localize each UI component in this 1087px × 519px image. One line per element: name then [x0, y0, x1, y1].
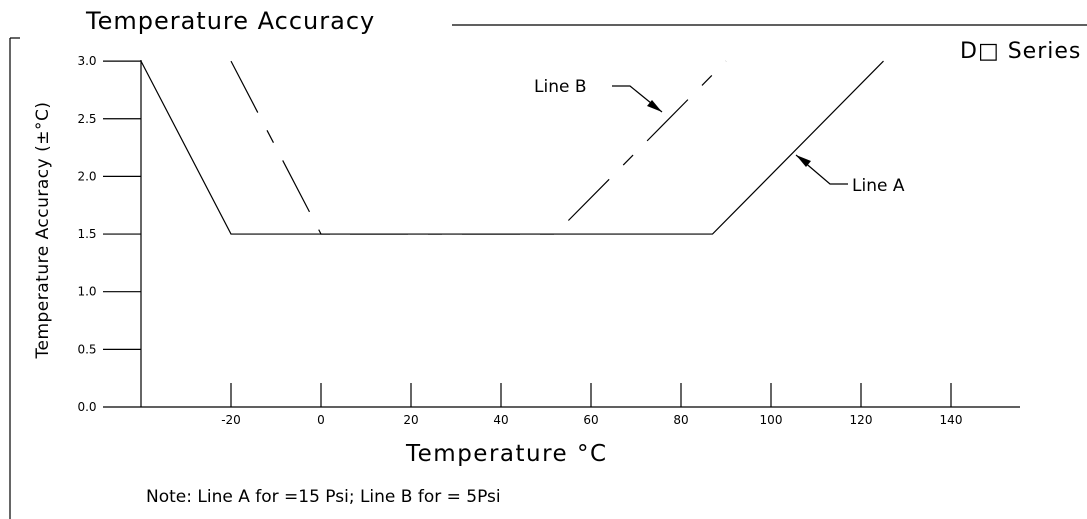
x-tick-label: 60: [583, 413, 598, 427]
chart-note: Note: Line A for =15 Psi; Line B for = 5…: [146, 487, 501, 507]
line-a-callout: Line A: [795, 154, 905, 196]
x-tick-label: 120: [850, 413, 873, 427]
x-tick-label: 0: [317, 413, 325, 427]
y-ticks: 0.0 0.5 1.0 1.5 2.0 2.5 3.0: [77, 54, 141, 414]
y-tick-label: 1.5: [77, 227, 96, 241]
line-a-label: Line A: [852, 176, 905, 196]
line-b-label: Line B: [534, 77, 587, 97]
line-b-callout: Line B: [534, 77, 663, 113]
y-tick-label: 1.0: [77, 285, 96, 299]
series-lines: [140, 60, 884, 235]
x-tick-label: 140: [940, 413, 963, 427]
line-b-arrowhead: [647, 100, 662, 112]
y-tick-label: 2.5: [77, 112, 96, 126]
line-a-arrowhead: [796, 155, 811, 167]
line-b-series: [230, 60, 727, 235]
y-tick-label: 2.0: [77, 169, 96, 183]
y-tick-label: 3.0: [77, 54, 96, 68]
x-ticks: -20 0 20 40 60 80 100 120 140: [221, 383, 962, 427]
series-tag: D□ Series: [960, 39, 1081, 64]
chart-title: Temperature Accuracy: [85, 7, 375, 35]
x-tick-label: 80: [673, 413, 688, 427]
y-tick-label: 0.5: [77, 342, 96, 356]
x-tick-label: 100: [760, 413, 783, 427]
y-axis-label: Temperature Accuracy (±°C): [33, 102, 53, 360]
x-tick-label: 40: [493, 413, 508, 427]
x-axis-label: Temperature °C: [405, 441, 608, 467]
y-tick-label: 0.0: [77, 400, 96, 414]
line-a-series: [140, 60, 884, 235]
x-tick-label: -20: [221, 413, 241, 427]
x-tick-label: 20: [403, 413, 418, 427]
